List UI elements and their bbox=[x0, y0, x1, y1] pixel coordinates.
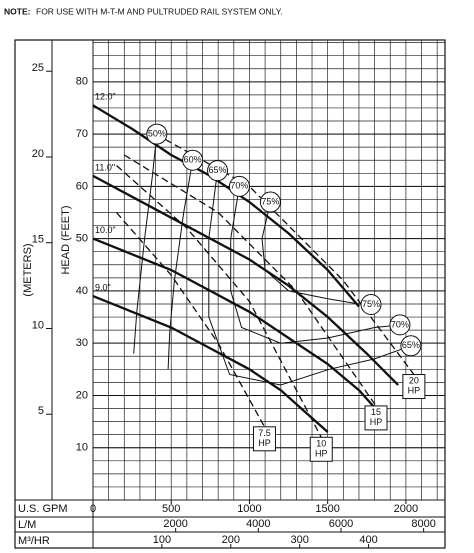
legend-label: 10.0" bbox=[95, 225, 116, 235]
efficiency-label: 50% bbox=[148, 128, 166, 138]
efficiency-label: 65% bbox=[209, 165, 227, 175]
y2-axis-title: (METERS) bbox=[22, 243, 34, 296]
x-tick-label: 1000 bbox=[237, 503, 261, 515]
hp-curve bbox=[123, 154, 377, 407]
impeller-curve bbox=[92, 295, 329, 433]
efficiency-badge bbox=[146, 123, 168, 145]
hp-label: 7.5 HP bbox=[258, 428, 271, 448]
impeller-curve bbox=[92, 237, 384, 418]
hp-label: 20 HP bbox=[408, 376, 421, 396]
y-tick-label: 10 bbox=[76, 442, 88, 454]
efficiency-curve bbox=[230, 186, 400, 344]
secondary-tick-label: 200 bbox=[222, 534, 240, 546]
efficiency-badge bbox=[400, 335, 422, 357]
secondary-tick-label: 6000 bbox=[329, 518, 353, 530]
y-tick-label: 20 bbox=[76, 389, 88, 401]
x-axis-title: U.S. GPM bbox=[18, 503, 68, 515]
impeller-curve bbox=[92, 104, 360, 308]
secondary-tick-label: 2000 bbox=[163, 518, 187, 530]
y2-tick-label: 25 bbox=[32, 62, 44, 74]
hp-box bbox=[402, 374, 426, 400]
legend-label: 12.0" bbox=[95, 92, 116, 102]
x-tick-label: 2000 bbox=[394, 503, 418, 515]
y-tick-label: 60 bbox=[76, 180, 88, 192]
hp-box bbox=[309, 436, 333, 462]
x-tick-label: 500 bbox=[162, 503, 180, 515]
efficiency-badge bbox=[389, 314, 411, 336]
secondary-tick-label: 100 bbox=[153, 534, 171, 546]
hp-box bbox=[364, 405, 388, 431]
efficiency-curve bbox=[208, 170, 412, 386]
efficiency-label: 65% bbox=[402, 340, 420, 350]
hp-label: 10 HP bbox=[315, 439, 328, 459]
y2-tick-label: 20 bbox=[32, 148, 44, 160]
y-tick-label: 50 bbox=[76, 233, 88, 245]
note: FOR USE WITH M-T-M AND PULTRUDED RAIL SY… bbox=[36, 6, 283, 16]
efficiency-badge bbox=[207, 160, 229, 182]
secondary-tick-label: 8000 bbox=[411, 518, 435, 530]
efficiency-badge bbox=[228, 175, 250, 197]
x-tick-label: 0 bbox=[90, 503, 96, 515]
legend-label: 11.0" bbox=[95, 162, 115, 172]
secondary-tick-label: 4000 bbox=[246, 518, 270, 530]
y-tick-label: 30 bbox=[76, 337, 88, 349]
efficiency-label: 70% bbox=[230, 181, 248, 191]
efficiency-label: 60% bbox=[184, 155, 202, 165]
efficiency-badge bbox=[259, 191, 281, 213]
efficiency-badge bbox=[182, 149, 204, 171]
secondary-tick-label: 400 bbox=[359, 534, 377, 546]
y-tick-label: 80 bbox=[76, 76, 88, 88]
hp-label: 15 HP bbox=[370, 407, 383, 427]
impeller-curve bbox=[92, 174, 399, 386]
efficiency-curve bbox=[261, 201, 372, 305]
y-tick-label: 70 bbox=[76, 128, 88, 140]
y2-tick-label: 5 bbox=[38, 405, 44, 417]
frame bbox=[14, 39, 446, 549]
x-tick-label: 1500 bbox=[315, 503, 339, 515]
hp-curve bbox=[116, 212, 266, 428]
hp-curve bbox=[116, 165, 322, 438]
secondary-axis-title: M³/HR bbox=[18, 535, 50, 547]
y2-tick-label: 10 bbox=[32, 319, 44, 331]
efficiency-curve bbox=[133, 134, 158, 354]
efficiency-badge bbox=[360, 294, 382, 315]
efficiency-label: 75% bbox=[261, 196, 279, 206]
y-tick-label: 40 bbox=[76, 285, 88, 297]
note-label: NOTE: bbox=[4, 6, 31, 16]
legend-label: 9.0" bbox=[95, 283, 111, 293]
hp-curve bbox=[155, 133, 415, 375]
secondary-axis-title: L/M bbox=[18, 519, 36, 531]
y2-tick-label: 15 bbox=[32, 234, 44, 246]
secondary-tick-label: 300 bbox=[290, 534, 308, 546]
efficiency-label: 70% bbox=[391, 319, 409, 329]
hp-box bbox=[252, 426, 276, 452]
y-axis-title: HEAD (FEET) bbox=[60, 205, 72, 274]
efficiency-label: 75% bbox=[362, 299, 380, 309]
